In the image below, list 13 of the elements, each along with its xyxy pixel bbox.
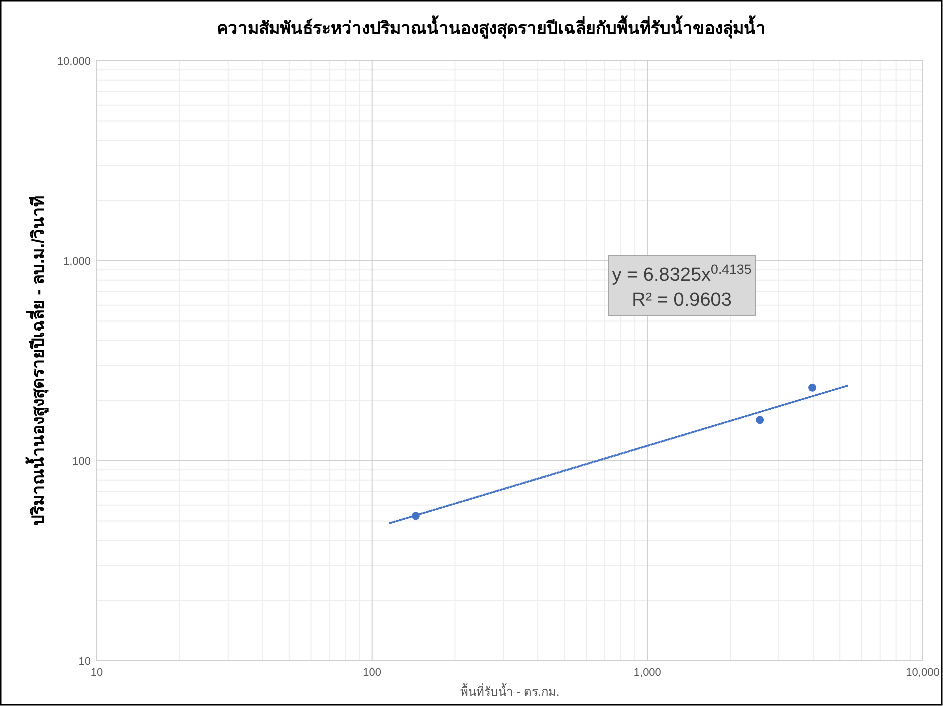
x-tick-label: 100 <box>363 667 382 679</box>
chart-title: ความสัมพันธ์ระหว่างปริมาณน้ำนองสูงสุดรายปีเฉลี่ยกับพื้นที่รับน้ำของลุ่มน้ำ <box>217 15 766 40</box>
y-tick-label: 100 <box>72 456 91 468</box>
x-tick-label: 10 <box>90 667 104 679</box>
y-axis-title: ปริมาณน้ำนองสูงสุดรายปีเฉลี่ย - ลบ.ม./วินาที <box>25 196 50 526</box>
annotation: R² = 0.9603 <box>632 290 732 311</box>
x-tick-label: 1,000 <box>634 667 662 679</box>
y-tick-label: 10 <box>78 656 91 668</box>
x-tick-label: 10,000 <box>906 667 940 679</box>
y-tick-label: 1,000 <box>63 256 91 268</box>
annotation: y = 6.8325x$^{0.4135}$ <box>612 262 752 286</box>
y-tick-label: 10,000 <box>57 56 91 68</box>
x-axis-title: พื้นที่รับน้ำ - ตร.กม. <box>460 683 560 699</box>
